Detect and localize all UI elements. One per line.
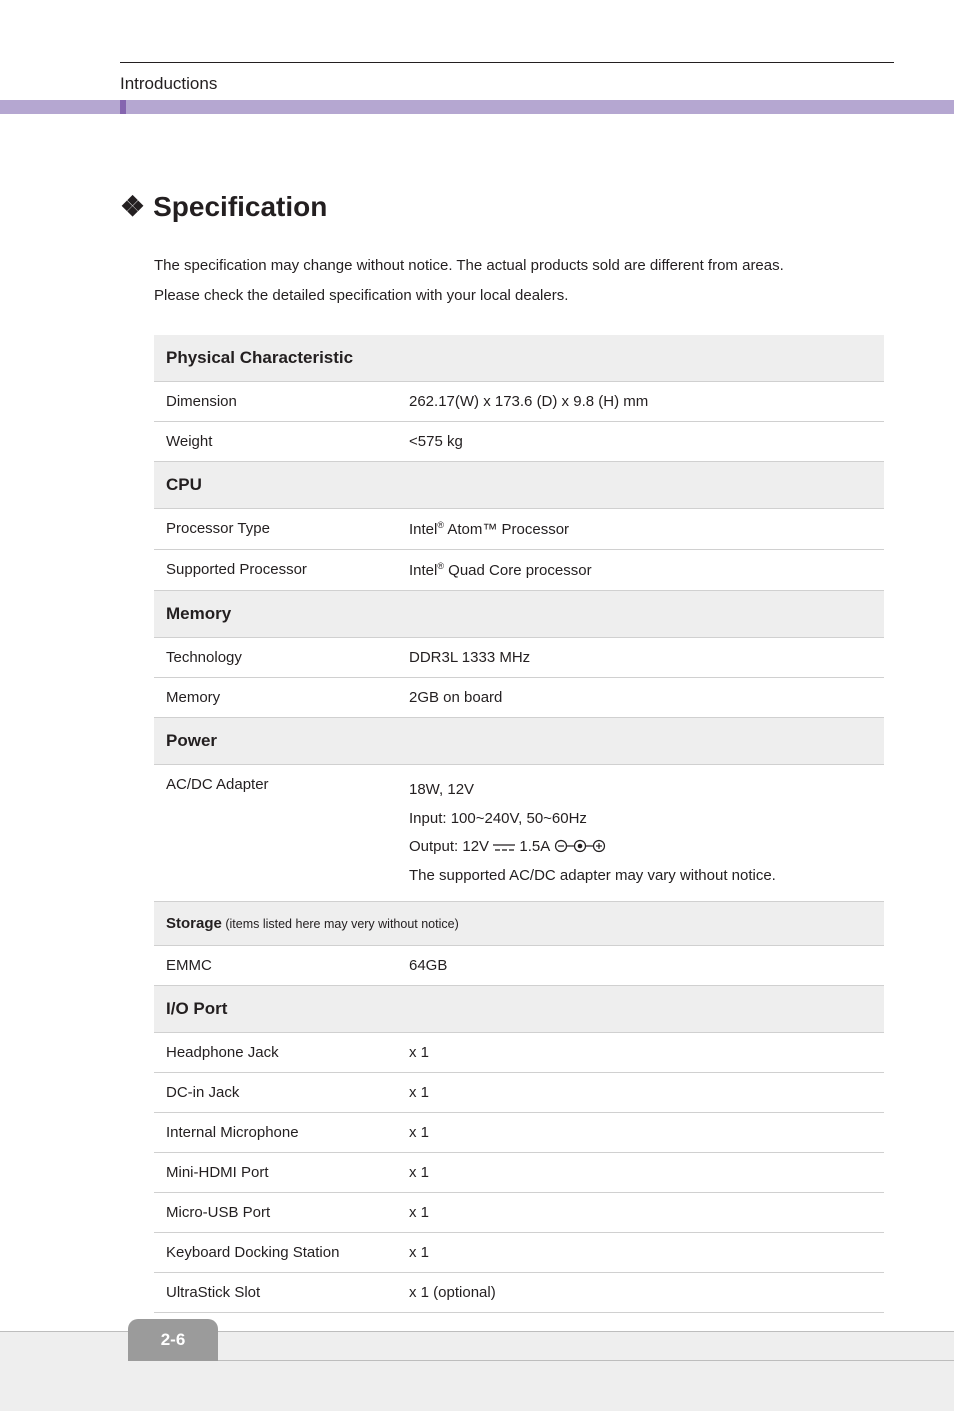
value-text: Atom™ Processor	[444, 521, 569, 538]
spec-value: x 1	[409, 1164, 872, 1181]
table-row: Dimension 262.17(W) x 173.6 (D) x 9.8 (H…	[154, 382, 884, 422]
registered-mark: ®	[437, 520, 444, 530]
spec-value: <575 kg	[409, 433, 872, 450]
table-row: Micro-USB Port x 1	[154, 1193, 884, 1233]
intro-paragraph: The specification may change without not…	[154, 251, 884, 311]
spec-key: Supported Processor	[166, 561, 401, 579]
spec-value: 2GB on board	[409, 689, 872, 706]
section-header-power: Power	[154, 718, 884, 765]
table-row: Mini-HDMI Port x 1	[154, 1153, 884, 1193]
table-row: Memory 2GB on board	[154, 678, 884, 718]
table-row: AC/DC Adapter 18W, 12V Input: 100~240V, …	[154, 765, 884, 902]
polarity-icon	[554, 839, 606, 853]
registered-mark: ®	[437, 561, 444, 571]
value-text: 1.5A	[519, 838, 553, 855]
intro-line: The specification may change without not…	[154, 251, 884, 281]
value-line: 18W, 12V	[409, 776, 872, 805]
page-content: ❖ Specification The specification may cha…	[120, 190, 884, 1313]
table-row: Keyboard Docking Station x 1	[154, 1233, 884, 1273]
spec-value: x 1	[409, 1244, 872, 1261]
specification-table: Physical Characteristic Dimension 262.17…	[154, 335, 884, 1313]
value-text: Intel	[409, 521, 437, 538]
spec-value: Intel® Quad Core processor	[409, 561, 872, 579]
spec-key: Internal Microphone	[166, 1124, 401, 1141]
section-header-cpu: CPU	[154, 462, 884, 509]
spec-key: EMMC	[166, 957, 401, 974]
spec-key: Headphone Jack	[166, 1044, 401, 1061]
value-line: The supported AC/DC adapter may vary wit…	[409, 862, 872, 891]
spec-value: x 1	[409, 1204, 872, 1221]
table-row: UltraStick Slot x 1 (optional)	[154, 1273, 884, 1313]
table-row: Internal Microphone x 1	[154, 1113, 884, 1153]
section-header-io: I/O Port	[154, 986, 884, 1033]
intro-line: Please check the detailed specification …	[154, 281, 884, 311]
title-bullet-icon: ❖	[120, 191, 143, 222]
title-text: Specification	[153, 191, 327, 222]
spec-key: UltraStick Slot	[166, 1284, 401, 1301]
spec-key: Dimension	[166, 393, 401, 410]
section-note: (items listed here may very without noti…	[222, 917, 459, 931]
dc-symbol-icon	[493, 843, 515, 853]
value-text: Intel	[409, 562, 437, 579]
value-text: Quad Core processor	[444, 562, 592, 579]
header-accent-bar	[0, 100, 954, 114]
value-text: Output: 12V	[409, 838, 493, 855]
spec-value: x 1	[409, 1084, 872, 1101]
spec-value: x 1	[409, 1124, 872, 1141]
spec-value: 64GB	[409, 957, 872, 974]
section-header-physical: Physical Characteristic	[154, 335, 884, 382]
table-row: Headphone Jack x 1	[154, 1033, 884, 1073]
value-line: Output: 12V 1.5A	[409, 833, 872, 862]
table-row: DC-in Jack x 1	[154, 1073, 884, 1113]
page-title: ❖ Specification	[120, 190, 884, 223]
section-title-text: Storage	[166, 915, 222, 932]
spec-key: Micro-USB Port	[166, 1204, 401, 1221]
value-line: Input: 100~240V, 50~60Hz	[409, 805, 872, 834]
spec-value: 18W, 12V Input: 100~240V, 50~60Hz Output…	[409, 776, 872, 890]
spec-value: x 1	[409, 1044, 872, 1061]
spec-value: 262.17(W) x 173.6 (D) x 9.8 (H) mm	[409, 393, 872, 410]
spec-key: Mini-HDMI Port	[166, 1164, 401, 1181]
table-row: Technology DDR3L 1333 MHz	[154, 638, 884, 678]
table-row: Weight <575 kg	[154, 422, 884, 462]
page-number-tab: 2-6	[128, 1319, 218, 1361]
spec-value: DDR3L 1333 MHz	[409, 649, 872, 666]
spec-value: x 1 (optional)	[409, 1284, 872, 1301]
spec-key: AC/DC Adapter	[166, 776, 401, 890]
section-header-storage: Storage (items listed here may very with…	[154, 902, 884, 946]
section-header-memory: Memory	[154, 591, 884, 638]
table-row: Processor Type Intel® Atom™ Processor	[154, 509, 884, 550]
spec-key: Keyboard Docking Station	[166, 1244, 401, 1261]
spec-key: Processor Type	[166, 520, 401, 538]
table-row: Supported Processor Intel® Quad Core pro…	[154, 550, 884, 591]
spec-key: DC-in Jack	[166, 1084, 401, 1101]
spec-key: Weight	[166, 433, 401, 450]
header-rule	[120, 62, 894, 63]
spec-key: Memory	[166, 689, 401, 706]
spec-value: Intel® Atom™ Processor	[409, 520, 872, 538]
spec-key: Technology	[166, 649, 401, 666]
chapter-label: Introductions	[120, 74, 217, 94]
table-row: EMMC 64GB	[154, 946, 884, 986]
